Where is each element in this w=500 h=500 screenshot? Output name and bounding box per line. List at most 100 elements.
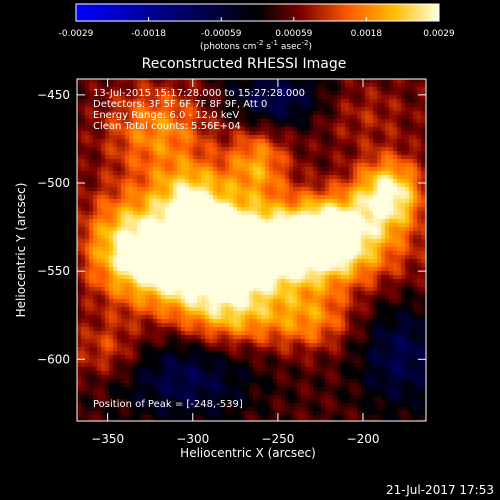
heatmap-cell: [289, 171, 294, 176]
heatmap-cell: [409, 191, 414, 196]
heatmap-cell: [229, 271, 234, 276]
heatmap-cell: [213, 275, 218, 280]
heatmap-cell: [393, 123, 398, 128]
heatmap-cell: [373, 171, 378, 176]
heatmap-cell: [257, 127, 262, 132]
heatmap-cell: [361, 127, 366, 132]
heatmap-cell: [353, 111, 358, 116]
heatmap-cell: [213, 239, 218, 244]
heatmap-cell: [273, 171, 278, 176]
heatmap-cell: [345, 107, 350, 112]
heatmap-cell: [289, 259, 294, 264]
heatmap-cell: [125, 103, 130, 108]
heatmap-cell: [229, 251, 234, 256]
heatmap-cell: [77, 143, 82, 148]
heatmap-cell: [253, 123, 258, 128]
heatmap-cell: [189, 95, 194, 100]
heatmap-cell: [85, 179, 90, 184]
heatmap-cell: [301, 199, 306, 204]
heatmap-cell: [305, 179, 310, 184]
heatmap-cell: [245, 91, 250, 96]
heatmap-cell: [337, 87, 342, 92]
heatmap-cell: [325, 135, 330, 140]
heatmap-cell: [165, 99, 170, 104]
heatmap-cell: [149, 267, 154, 272]
heatmap-cell: [233, 115, 238, 120]
heatmap-cell: [261, 235, 266, 240]
heatmap-cell: [213, 299, 218, 304]
heatmap-cell: [357, 95, 362, 100]
heatmap-cell: [233, 239, 238, 244]
heatmap-cell: [173, 227, 178, 232]
heatmap-cell: [305, 127, 310, 132]
heatmap-cell: [241, 127, 246, 132]
heatmap-cell: [417, 191, 422, 196]
heatmap-cell: [125, 199, 130, 204]
heatmap-cell: [321, 259, 326, 264]
heatmap-cell: [149, 239, 154, 244]
heatmap-cell: [345, 159, 350, 164]
heatmap-cell: [81, 79, 86, 84]
heatmap-cell: [133, 99, 138, 104]
heatmap-cell: [361, 119, 366, 124]
heatmap-cell: [305, 191, 310, 196]
heatmap-cell: [361, 199, 366, 204]
heatmap-cell: [305, 251, 310, 256]
heatmap-cell: [341, 99, 346, 104]
heatmap-cell: [197, 187, 202, 192]
heatmap-cell: [277, 155, 282, 160]
heatmap-cell: [233, 215, 238, 220]
heatmap-cell: [177, 223, 182, 228]
heatmap-cell: [77, 195, 82, 200]
heatmap-cell: [289, 271, 294, 276]
heatmap-cell: [89, 99, 94, 104]
heatmap-cell: [241, 171, 246, 176]
heatmap-cell: [409, 211, 414, 216]
heatmap-cell: [161, 115, 166, 120]
heatmap-cell: [381, 151, 386, 156]
heatmap-cell: [413, 187, 418, 192]
heatmap-cell: [389, 135, 394, 140]
heatmap-cell: [377, 127, 382, 132]
heatmap-cell: [101, 151, 106, 156]
heatmap-cell: [141, 279, 146, 284]
heatmap-cell: [93, 143, 98, 148]
heatmap-cell: [409, 99, 414, 104]
heatmap-cell: [129, 287, 134, 292]
heatmap-cell: [81, 131, 86, 136]
heatmap-cell: [385, 167, 390, 172]
heatmap-cell: [237, 187, 242, 192]
heatmap-cell: [97, 195, 102, 200]
heatmap-cell: [345, 111, 350, 116]
heatmap-cell: [405, 135, 410, 140]
heatmap-cell: [189, 275, 194, 280]
heatmap-cell: [81, 283, 86, 288]
heatmap-cell: [241, 123, 246, 128]
heatmap-cell: [189, 195, 194, 200]
heatmap-cell: [81, 251, 86, 256]
heatmap-cell: [265, 87, 270, 92]
heatmap-cell: [421, 91, 426, 96]
heatmap-cell: [353, 171, 358, 176]
heatmap-cell: [193, 147, 198, 152]
heatmap-cell: [325, 163, 330, 168]
heatmap-cell: [89, 167, 94, 172]
heatmap-cell: [249, 207, 254, 212]
heatmap-cell: [105, 115, 110, 120]
heatmap-cell: [373, 227, 378, 232]
heatmap-cell: [129, 267, 134, 272]
colorbar: -0.0029 -0.0018 -0.00059 0.00059 0.0018 0.002…: [59, 3, 455, 52]
heatmap-cell: [77, 171, 82, 176]
heatmap-cell: [169, 247, 174, 252]
heatmap-cell: [113, 239, 118, 244]
heatmap-cell: [105, 191, 110, 196]
heatmap-cell: [281, 291, 286, 296]
heatmap-cell: [177, 91, 182, 96]
heatmap-cell: [181, 95, 186, 100]
heatmap-cell: [313, 171, 318, 176]
heatmap-cell: [369, 123, 374, 128]
heatmap-cell: [401, 219, 406, 224]
heatmap-cell: [397, 247, 402, 252]
heatmap-cell: [341, 111, 346, 116]
heatmap-cell: [189, 131, 194, 136]
